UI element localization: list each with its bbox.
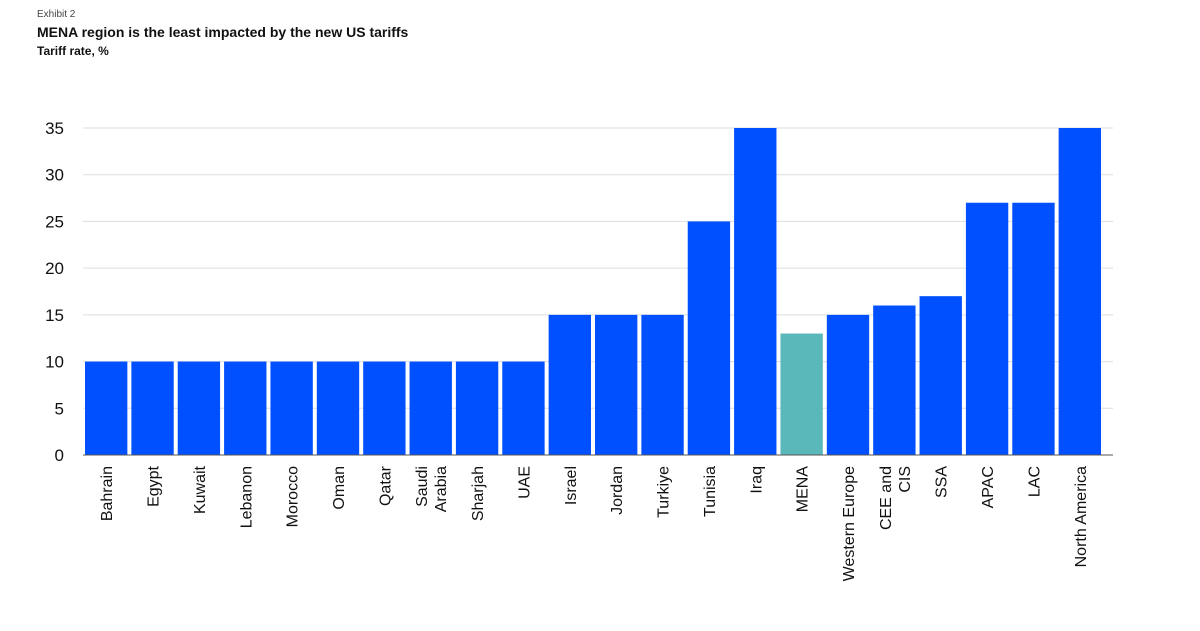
- y-axis-ticks: 0 5 10 15 20 25 30 35: [45, 119, 64, 465]
- bar-western-europe: [826, 314, 870, 455]
- bar-oman: [316, 361, 360, 455]
- y-tick-label: 35: [45, 119, 64, 138]
- x-category-label: Lebanon: [238, 466, 255, 528]
- y-tick-label: 10: [45, 353, 64, 372]
- x-category-label: CEE and: [878, 466, 895, 530]
- bar-jordan: [595, 314, 638, 455]
- bar-israel: [548, 314, 591, 455]
- x-category-label: Morocco: [285, 466, 302, 527]
- x-category-label: Turkiye: [656, 466, 673, 518]
- bar-mena: [780, 333, 823, 455]
- x-category-label: MENA: [795, 466, 812, 513]
- y-tick-label: 5: [55, 399, 64, 418]
- bar-cee-and-cis: [873, 305, 916, 455]
- x-category-label: Sharjah: [470, 466, 487, 521]
- bar-bahrain: [85, 361, 128, 455]
- x-category-label: Iraq: [748, 466, 765, 494]
- x-category-label: Qatar: [377, 465, 394, 506]
- bar-lebanon: [224, 361, 267, 455]
- bar-apac: [965, 202, 1009, 455]
- bar-turkiye: [641, 314, 684, 455]
- x-category-label: Arabia: [433, 466, 450, 512]
- bar-sharjah: [455, 361, 499, 455]
- x-category-label: Jordan: [609, 466, 626, 515]
- x-category-label: SSA: [934, 466, 951, 498]
- x-category-label: Western Europe: [841, 466, 858, 581]
- bar-north-america: [1058, 128, 1101, 455]
- x-axis-labels: Bahrain Egypt Kuwait Lebanon Morocco Oman Qata…: [99, 465, 1090, 581]
- x-category-label: UAE: [516, 466, 533, 499]
- x-category-label: APAC: [980, 466, 997, 508]
- exhibit-label: Exhibit 2: [37, 9, 76, 20]
- bar-kuwait: [177, 361, 221, 455]
- x-category-label: Tunisia: [702, 466, 719, 517]
- x-category-label: North America: [1073, 466, 1090, 567]
- bar-egypt: [131, 361, 174, 455]
- bar-morocco: [270, 361, 313, 455]
- x-category-label: CIS: [897, 466, 914, 493]
- x-category-label: Oman: [331, 466, 348, 510]
- y-tick-label: 15: [45, 306, 64, 325]
- y-tick-label: 20: [45, 259, 64, 278]
- bar-qatar: [363, 361, 406, 455]
- y-tick-label: 0: [55, 446, 64, 465]
- y-tick-label: 25: [45, 212, 64, 231]
- chart-header: Exhibit 2 MENA region is the least impac…: [37, 8, 408, 60]
- x-category-label: Saudi: [414, 466, 431, 507]
- bars: [85, 128, 1101, 455]
- bar-uae: [502, 361, 545, 455]
- x-category-label: Bahrain: [99, 466, 116, 521]
- y-tick-label: 30: [45, 166, 64, 185]
- bar-saudi-arabia: [409, 361, 452, 455]
- bar-lac: [1012, 202, 1055, 455]
- x-category-label: LAC: [1026, 466, 1043, 497]
- x-category-label: Israel: [563, 466, 580, 505]
- bar-iraq: [734, 128, 777, 455]
- chart-title: MENA region is the least impacted by the…: [37, 24, 409, 40]
- bar-tunisia: [687, 221, 731, 455]
- bar-ssa: [919, 296, 962, 455]
- x-category-label: Kuwait: [192, 465, 209, 514]
- x-category-label: Egypt: [146, 465, 163, 506]
- chart-subtitle: Tariff rate, %: [37, 44, 109, 58]
